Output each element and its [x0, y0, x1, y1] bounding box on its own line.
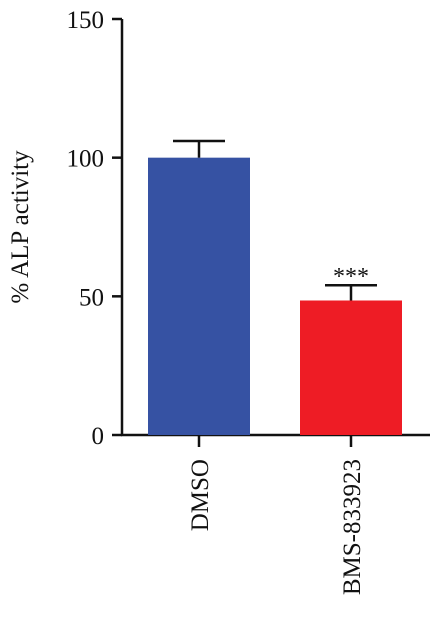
y-axis-ticks: 0 50 100 150	[67, 7, 122, 450]
bar-dmso	[148, 157, 250, 435]
bars	[148, 157, 402, 435]
x-tick-label: DMSO	[187, 459, 214, 531]
y-axis-title: % ALP activity	[7, 150, 34, 304]
annotations: ***	[333, 264, 369, 290]
error-bars	[173, 139, 377, 301]
y-tick-label: 50	[79, 284, 104, 311]
y-tick-label: 0	[92, 423, 105, 450]
x-axis-ticks: DMSO BMS-833923	[187, 435, 366, 595]
y-tick-label: 150	[67, 7, 105, 34]
x-tick-label: BMS-833923	[339, 459, 366, 595]
y-tick-label: 100	[67, 146, 105, 173]
bar-bms-833923	[300, 300, 402, 435]
significance-annotation: ***	[333, 264, 369, 290]
